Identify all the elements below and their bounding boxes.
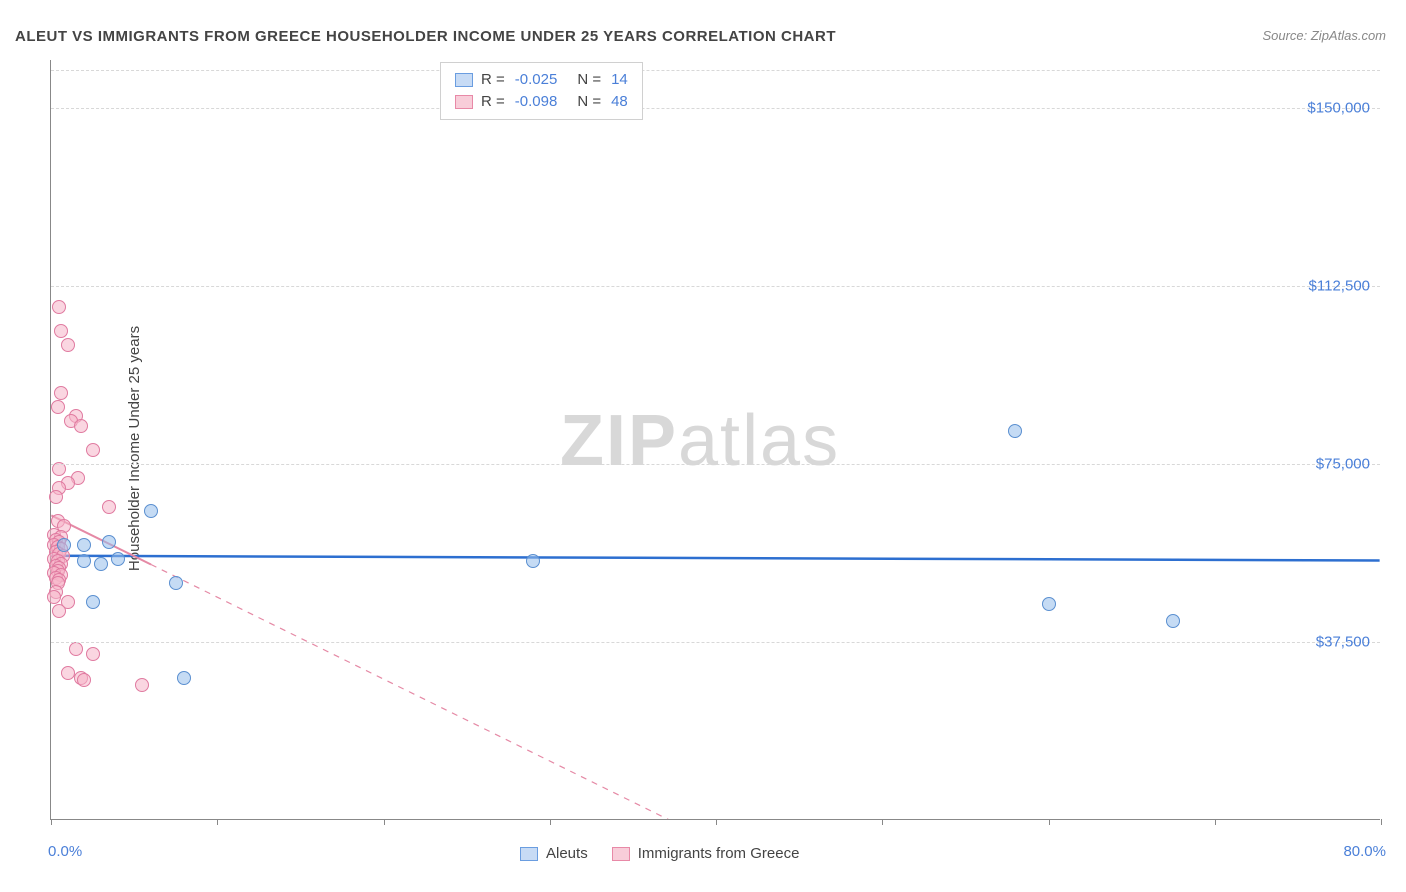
- point-greece: [69, 642, 83, 656]
- point-greece: [51, 400, 65, 414]
- point-greece: [135, 678, 149, 692]
- x-tick: [217, 819, 218, 825]
- point-aleut: [169, 576, 183, 590]
- x-tick: [1381, 819, 1382, 825]
- point-aleut: [1166, 614, 1180, 628]
- legend-label: Aleuts: [546, 845, 588, 862]
- chart-title: ALEUT VS IMMIGRANTS FROM GREECE HOUSEHOL…: [15, 28, 836, 45]
- x-tick: [550, 819, 551, 825]
- point-greece: [74, 419, 88, 433]
- r-value: -0.098: [515, 91, 558, 113]
- legend-swatch: [455, 73, 473, 87]
- x-tick: [716, 819, 717, 825]
- point-aleut: [86, 595, 100, 609]
- point-greece: [54, 386, 68, 400]
- chart-source: Source: ZipAtlas.com: [1262, 28, 1386, 43]
- point-greece: [61, 338, 75, 352]
- y-tick-label: $150,000: [1307, 99, 1370, 116]
- y-tick-label: $112,500: [1309, 277, 1370, 294]
- point-greece: [86, 443, 100, 457]
- x-tick: [1049, 819, 1050, 825]
- r-label: R =: [481, 69, 505, 91]
- point-greece: [61, 666, 75, 680]
- legend-swatch: [455, 95, 473, 109]
- gridline: [51, 286, 1380, 287]
- plot-area: $37,500 $75,000 $112,500 $150,000: [50, 60, 1380, 820]
- point-greece: [52, 300, 66, 314]
- point-aleut: [1042, 597, 1056, 611]
- point-greece: [102, 500, 116, 514]
- point-aleut: [77, 554, 91, 568]
- point-greece: [47, 590, 61, 604]
- chart-svg: [51, 60, 1380, 819]
- point-greece: [54, 324, 68, 338]
- gridline: [51, 642, 1380, 643]
- x-tick: [51, 819, 52, 825]
- point-greece: [52, 604, 66, 618]
- legend-stat-row: R = -0.098 N = 48: [455, 91, 628, 113]
- n-value: 48: [611, 91, 628, 113]
- gridline: [51, 70, 1380, 71]
- point-aleut: [102, 535, 116, 549]
- point-aleut: [77, 538, 91, 552]
- n-label: N =: [577, 91, 601, 113]
- point-greece: [77, 673, 91, 687]
- point-aleut: [144, 504, 158, 518]
- n-value: 14: [611, 69, 628, 91]
- gridline: [51, 108, 1380, 109]
- legend-swatch: [520, 847, 538, 861]
- legend-item: Aleuts: [520, 845, 588, 862]
- point-aleut: [526, 554, 540, 568]
- point-aleut: [1008, 424, 1022, 438]
- r-label: R =: [481, 91, 505, 113]
- legend-series: Aleuts Immigrants from Greece: [520, 845, 799, 862]
- point-aleut: [94, 557, 108, 571]
- r-value: -0.025: [515, 69, 558, 91]
- point-greece: [49, 490, 63, 504]
- legend-stat-row: R = -0.025 N = 14: [455, 69, 628, 91]
- point-aleut: [177, 671, 191, 685]
- n-label: N =: [577, 69, 601, 91]
- legend-item: Immigrants from Greece: [612, 845, 800, 862]
- y-tick-label: $37,500: [1316, 633, 1370, 650]
- legend-label: Immigrants from Greece: [638, 845, 800, 862]
- point-aleut: [57, 538, 71, 552]
- x-tick: [882, 819, 883, 825]
- x-axis-min-label: 0.0%: [48, 843, 82, 860]
- point-greece: [86, 647, 100, 661]
- legend-swatch: [612, 847, 630, 861]
- y-tick-label: $75,000: [1316, 455, 1370, 472]
- x-tick: [1215, 819, 1216, 825]
- x-tick: [384, 819, 385, 825]
- x-axis-max-label: 80.0%: [1343, 843, 1386, 860]
- point-aleut: [111, 552, 125, 566]
- legend-statistics: R = -0.025 N = 14 R = -0.098 N = 48: [440, 62, 643, 120]
- gridline: [51, 464, 1380, 465]
